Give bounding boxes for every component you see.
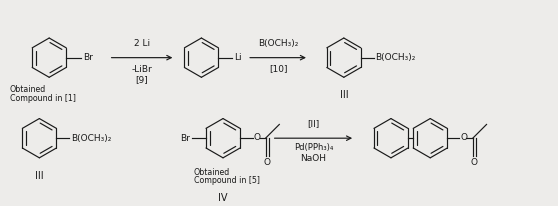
Text: III: III: [339, 90, 348, 100]
Text: III: III: [35, 171, 44, 181]
Text: B(OCH₃)₂: B(OCH₃)₂: [71, 134, 112, 143]
Text: Compound in [1]: Compound in [1]: [10, 94, 76, 103]
Text: B(OCH₃)₂: B(OCH₃)₂: [376, 53, 416, 62]
Text: -LiBr: -LiBr: [132, 64, 152, 74]
Text: NaOH: NaOH: [300, 154, 326, 163]
Text: Compound in [5]: Compound in [5]: [194, 177, 259, 185]
Text: O: O: [263, 158, 270, 167]
Text: O: O: [460, 133, 467, 142]
Text: Obtained: Obtained: [10, 85, 46, 94]
Text: IV: IV: [218, 193, 228, 203]
Text: Obtained: Obtained: [194, 168, 230, 177]
Text: O: O: [470, 158, 477, 167]
Text: Br: Br: [83, 53, 93, 62]
Text: [9]: [9]: [136, 75, 148, 84]
Text: B(OCH₃)₂: B(OCH₃)₂: [258, 39, 298, 48]
Text: Li: Li: [234, 53, 242, 62]
Text: 2 Li: 2 Li: [134, 39, 150, 48]
Text: Br: Br: [180, 134, 190, 143]
Text: [II]: [II]: [307, 119, 320, 128]
Text: O: O: [254, 133, 261, 142]
Text: [10]: [10]: [269, 64, 287, 74]
Text: Pd(PPh₃)₄: Pd(PPh₃)₄: [294, 143, 333, 152]
